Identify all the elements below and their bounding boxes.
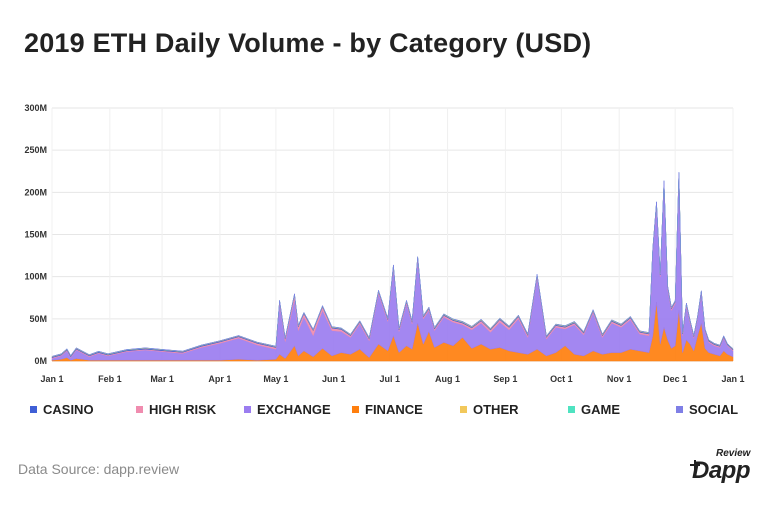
legend-label: GAME bbox=[581, 402, 620, 417]
y-tick-label: 200M bbox=[24, 187, 47, 197]
series-area-exchange bbox=[51, 175, 734, 361]
legend-label: OTHER bbox=[473, 402, 519, 417]
data-source-note: Data Source: dapp.review bbox=[18, 461, 180, 477]
legend-label: HIGH RISK bbox=[149, 402, 217, 417]
x-tick-label: Jul 1 bbox=[379, 374, 400, 384]
x-tick-label: Dec 1 bbox=[663, 374, 687, 384]
legend-item-game[interactable]: GAME bbox=[568, 402, 620, 417]
legend-item-other[interactable]: OTHER bbox=[460, 402, 519, 417]
logo-plus-icon bbox=[690, 460, 700, 470]
logo-small-text: Review bbox=[716, 448, 751, 459]
x-tick-label: May 1 bbox=[263, 374, 288, 384]
x-tick-label: Apr 1 bbox=[208, 374, 231, 384]
x-tick-label: Nov 1 bbox=[607, 374, 632, 384]
legend-swatch bbox=[136, 406, 143, 413]
x-tick-label: Feb 1 bbox=[98, 374, 122, 384]
chart-legend: CASINO HIGH RISK EXCHANGE FINANCE OTHER GAME S… bbox=[30, 402, 750, 420]
y-tick-label: 150M bbox=[24, 230, 47, 240]
legend-swatch bbox=[568, 406, 575, 413]
y-tick-label: 50M bbox=[29, 314, 47, 324]
y-tick-label: 250M bbox=[24, 145, 47, 155]
legend-item-high-risk[interactable]: HIGH RISK bbox=[136, 402, 216, 417]
legend-swatch bbox=[460, 406, 467, 413]
legend-item-social[interactable]: SOCIAL bbox=[676, 402, 738, 417]
x-tick-label: Jan 1 bbox=[40, 374, 63, 384]
area-chart: 0M 50M 100M 150M 200M 250M 300M Jan 1 Feb 1 Mar 1… bbox=[24, 103, 744, 384]
legend-swatch bbox=[30, 406, 37, 413]
y-tick-label: 300M bbox=[24, 103, 47, 113]
x-tick-label: Jan 1 bbox=[721, 374, 744, 384]
legend-label: FINANCE bbox=[365, 402, 423, 417]
series-area-social bbox=[51, 172, 734, 357]
dapp-review-logo: Review Dapp bbox=[688, 448, 752, 488]
y-tick-label: 100M bbox=[24, 272, 47, 282]
legend-item-casino[interactable]: CASINO bbox=[30, 402, 94, 417]
chart-title: 2019 ETH Daily Volume - by Category (USD… bbox=[24, 28, 592, 58]
x-tick-label: Aug 1 bbox=[435, 374, 460, 384]
x-tick-label: Oct 1 bbox=[550, 374, 573, 384]
x-tick-label: Jun 1 bbox=[322, 374, 346, 384]
legend-item-exchange[interactable]: EXCHANGE bbox=[244, 402, 331, 417]
legend-swatch bbox=[244, 406, 251, 413]
legend-label: CASINO bbox=[43, 402, 94, 417]
legend-label: EXCHANGE bbox=[257, 402, 331, 417]
legend-swatch bbox=[352, 406, 359, 413]
x-tick-label: Sep 1 bbox=[493, 374, 517, 384]
legend-swatch bbox=[676, 406, 683, 413]
logo-word: Dapp bbox=[692, 457, 751, 484]
y-tick-label: 0M bbox=[34, 356, 47, 366]
legend-item-finance[interactable]: FINANCE bbox=[352, 402, 423, 417]
x-tick-label: Mar 1 bbox=[150, 374, 174, 384]
legend-label: SOCIAL bbox=[689, 402, 739, 417]
